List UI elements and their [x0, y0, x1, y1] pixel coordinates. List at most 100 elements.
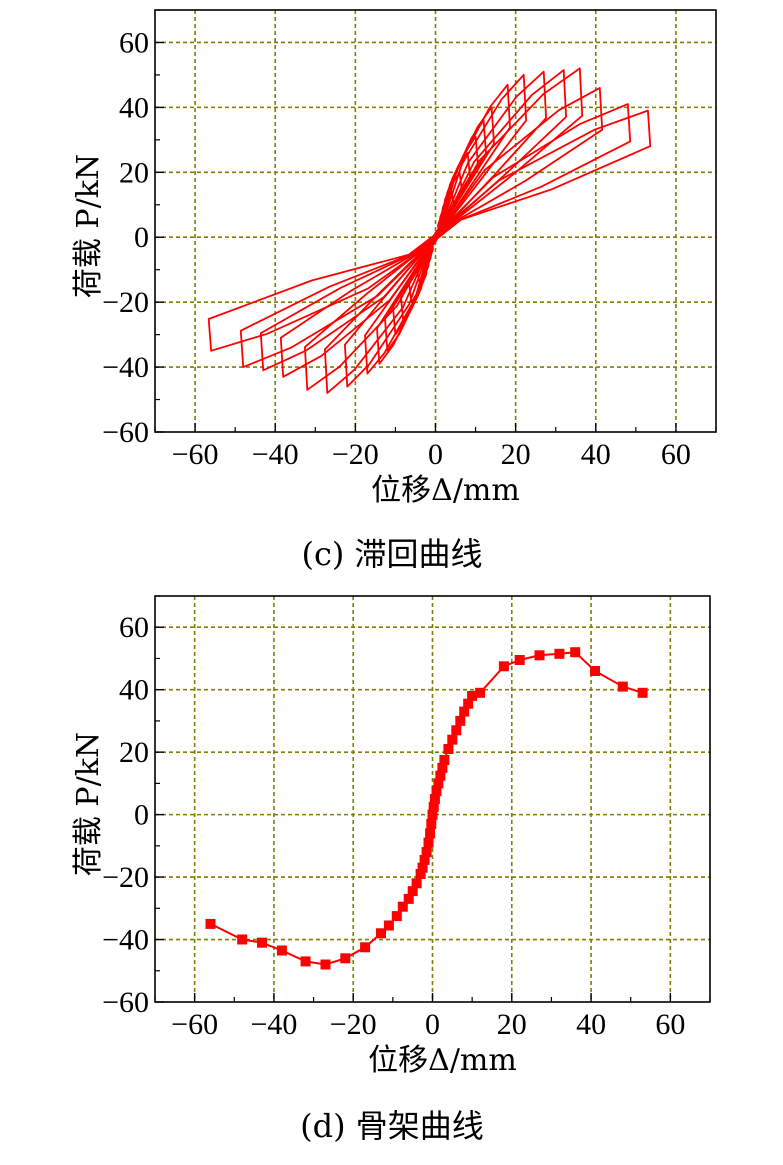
hysteresis-panel: −60 −40 −20 0 20 40 60 −60 −40 −20 0 20 40 60 位移Δ/mm…: [71, 9, 717, 573]
data-point: [455, 715, 466, 726]
y-tick-label: 40: [119, 91, 149, 124]
x-tick-label: −40: [250, 1008, 297, 1041]
data-point: [415, 869, 426, 879]
data-point: [433, 778, 444, 789]
data-point: [437, 762, 448, 773]
grid: [155, 10, 716, 432]
x-tick-label: 40: [581, 438, 611, 471]
x-tick-label: 20: [497, 1008, 527, 1041]
x-tick-label: 60: [655, 1008, 685, 1041]
data-point: [360, 942, 371, 953]
x-tick-label: 60: [661, 438, 691, 471]
data-point: [443, 744, 454, 754]
data-point: [435, 770, 446, 781]
data-point: [459, 706, 470, 717]
y-tick-labels: −60 −40 −20 0 20 40 60: [102, 26, 149, 449]
y-tick-labels: −60 −40 −20 0 20 40 60: [102, 611, 149, 1019]
y-axis-label: 荷载 P/kN: [71, 732, 106, 876]
x-tick-label: 40: [576, 1008, 606, 1041]
hysteresis-loop: [239, 103, 632, 368]
data-point: [429, 794, 440, 804]
y-tick-label: −40: [102, 351, 149, 384]
data-point: [447, 734, 458, 745]
hysteresis-loop: [344, 74, 527, 388]
data-point: [475, 687, 486, 698]
hysteresis-loop: [279, 67, 584, 378]
data-point: [463, 698, 474, 709]
data-point: [451, 725, 462, 736]
y-tick-label: −20: [102, 286, 149, 319]
hysteresis-loop: [364, 83, 511, 375]
y-tick-label: −60: [102, 416, 149, 449]
data-point: [498, 661, 509, 672]
x-tick-label: 0: [425, 1008, 440, 1041]
data-point: [426, 819, 437, 829]
skeleton-curve-markers: [205, 647, 648, 970]
x-axis-label: 位移Δ/mm: [368, 1043, 517, 1078]
data-point: [428, 801, 439, 812]
data-point: [257, 937, 267, 948]
y-tick-label: 60: [119, 611, 149, 644]
y-tick-label: −60: [102, 986, 149, 1019]
data-point: [570, 647, 581, 658]
data-point: [237, 934, 248, 945]
data-point: [403, 893, 414, 904]
data-point: [467, 690, 478, 701]
y-axis-label: 荷载 P/kN: [71, 154, 106, 298]
data-point: [397, 901, 408, 912]
x-tick-label: 0: [428, 438, 443, 471]
data-point: [376, 928, 386, 939]
data-point: [417, 862, 428, 873]
y-tick-label: 60: [119, 26, 149, 59]
data-point: [205, 918, 216, 929]
skeleton-panel: −60 −40 −20 0 20 40 60 −60 −40 −20 0 20 40 60 位移Δ/mm…: [71, 595, 711, 1145]
data-point: [534, 650, 545, 661]
x-tick-label: −40: [252, 438, 299, 471]
data-point: [427, 809, 438, 820]
y-tick-label: −40: [102, 924, 149, 957]
y-tick-label: 40: [119, 674, 149, 707]
hysteresis-curves: [207, 67, 652, 394]
data-point: [425, 828, 436, 839]
x-tick-label: −60: [172, 438, 219, 471]
data-point: [383, 920, 394, 931]
axis-ticks: [154, 595, 711, 1003]
data-point: [421, 847, 432, 858]
data-point: [411, 878, 422, 889]
x-tick-label: −20: [330, 1008, 377, 1041]
y-tick-label: 0: [134, 221, 149, 254]
hysteresis-loop: [376, 106, 495, 365]
y-tick-label: 0: [134, 799, 149, 832]
data-point: [554, 648, 565, 659]
x-tick-label: −20: [332, 438, 379, 471]
hysteresis-loop: [259, 87, 604, 372]
data-point: [423, 837, 434, 848]
data-point: [340, 953, 351, 964]
data-point: [514, 655, 525, 665]
axis-ticks: [154, 9, 717, 433]
y-tick-label: 20: [119, 156, 149, 189]
y-tick-label: −20: [102, 861, 149, 894]
data-point: [431, 786, 442, 797]
y-tick-label: 20: [119, 736, 149, 769]
caption-c: (c) 滞回曲线: [301, 535, 482, 573]
x-axis-label: 位移Δ/mm: [371, 473, 520, 508]
data-point: [276, 945, 287, 956]
data-point: [419, 854, 430, 865]
data-point: [637, 687, 648, 698]
skeleton-curve-line: [210, 651, 643, 966]
x-tick-label: 20: [501, 438, 531, 471]
x-tick-labels: −60 −40 −20 0 20 40 60: [172, 438, 691, 471]
data-point: [300, 956, 311, 967]
data-point: [391, 911, 402, 922]
data-point: [320, 959, 331, 970]
data-point: [590, 666, 600, 676]
data-point: [407, 886, 418, 897]
data-point: [439, 755, 450, 765]
caption-d: (d) 骨架曲线: [300, 1107, 484, 1145]
data-point: [617, 681, 628, 692]
x-tick-label: −60: [171, 1008, 218, 1041]
x-tick-labels: −60 −40 −20 0 20 40 60: [171, 1008, 685, 1041]
hysteresis-loop: [207, 109, 652, 352]
